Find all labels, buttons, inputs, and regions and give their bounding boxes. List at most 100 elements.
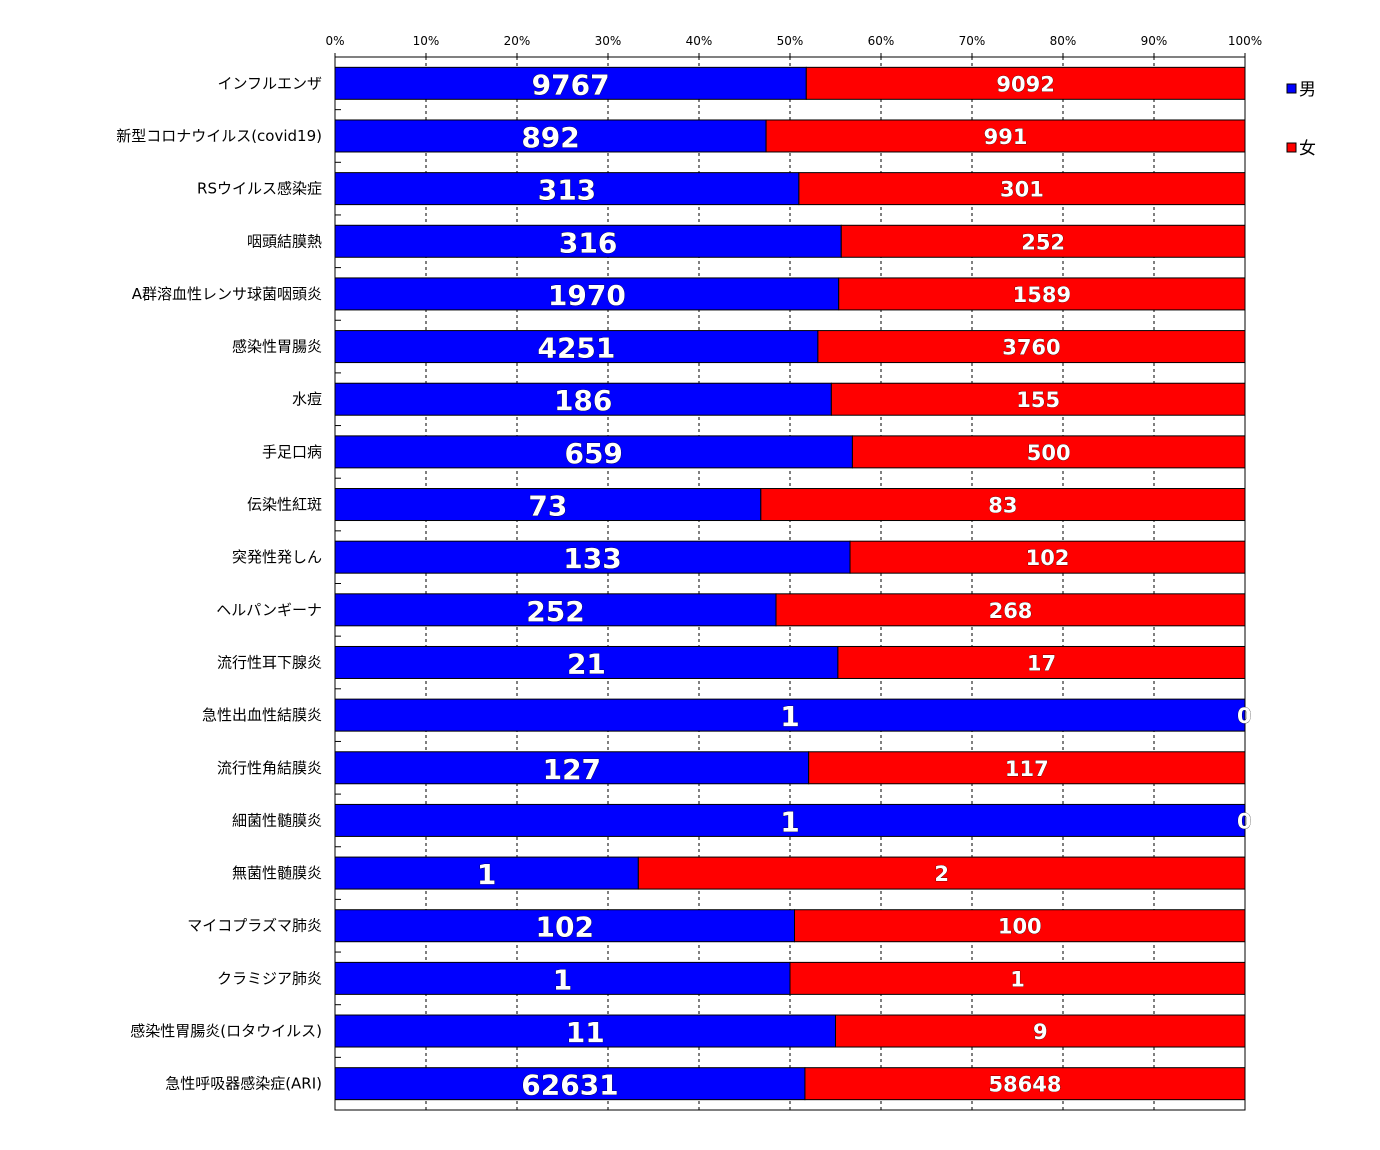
category-label: 急性呼吸器感染症(ARI) [165,1075,322,1093]
bar-female [837,645,1246,679]
data-label-male: 1 [780,805,799,838]
data-label-female: 58648 [988,1073,1061,1097]
data-label-male: 659 [564,437,622,470]
bar-male [334,1067,806,1101]
bar-female [798,172,1246,206]
data-label-male: 186 [554,384,612,417]
bar-male [334,803,1246,837]
bar-male [334,277,840,311]
data-label-male: 892 [521,121,579,154]
bar-female [805,66,1246,100]
bar-male [334,224,842,258]
data-label-female: 1589 [1013,283,1071,307]
data-label-female: 2 [934,862,949,886]
bar-female [851,435,1246,469]
data-label-male: 4251 [537,332,615,365]
bar-female [849,540,1246,574]
category-label: 無菌性髄膜炎 [232,864,322,882]
bar-male [334,961,791,995]
category-label: 咽頭結膜熱 [247,232,322,250]
legend-swatch-female [1286,142,1297,153]
data-label-male: 62631 [521,1069,618,1102]
data-label-female: 3760 [1002,336,1060,360]
category-label: RSウイルス感染症 [197,180,322,198]
bar-male [334,172,800,206]
x-tick-label: 40% [686,34,713,48]
data-label-female: 0 [1237,704,1252,728]
data-label-female: 252 [1021,230,1065,254]
x-tick-label: 70% [959,34,986,48]
data-label-male: 11 [566,1016,605,1049]
data-label-male: 21 [567,647,606,680]
bar-female [637,856,1246,890]
data-label-male: 1 [780,700,799,733]
category-label: 手足口病 [262,443,322,461]
data-label-male: 252 [526,595,584,628]
bar-female [789,961,1246,995]
bar-female [775,593,1246,627]
x-tick-label: 50% [777,34,804,48]
bar-male [334,382,832,416]
data-label-male: 127 [543,753,601,786]
bar-male [334,119,767,153]
bar-female [760,488,1246,522]
bar-male [334,66,807,100]
bar-male [334,540,851,574]
bar-male [334,1014,836,1048]
data-label-female: 83 [988,494,1017,518]
bar-male [334,909,796,943]
data-label-female: 991 [984,125,1028,149]
bar-female [817,330,1246,364]
data-label-female: 102 [1026,546,1070,570]
x-tick-label: 30% [595,34,622,48]
bar-female [838,277,1246,311]
category-label: マイコプラズマ肺炎 [187,917,322,935]
data-label-male: 1 [477,858,496,891]
data-label-female: 17 [1027,651,1056,675]
data-label-female: 500 [1027,441,1071,465]
bar-male [334,698,1246,732]
bar-female [794,909,1246,943]
x-tick-label: 80% [1050,34,1077,48]
legend-label-female: 女 [1299,139,1316,159]
category-label: A群溶血性レンサ球菌咽頭炎 [132,285,322,303]
category-label: ヘルパンギーナ [216,601,322,619]
x-tick-label: 60% [868,34,895,48]
data-label-male: 313 [538,174,596,207]
x-tick-label: 10% [413,34,440,48]
category-label: 感染性胃腸炎(ロタウイルス) [130,1022,322,1040]
x-tick-label: 90% [1141,34,1168,48]
data-label-female: 100 [998,915,1042,939]
x-tick-label: 0% [325,34,344,48]
data-label-male: 102 [536,911,594,944]
category-label: 伝染性紅斑 [247,496,322,514]
legend-label-male: 男 [1299,80,1316,100]
category-label: クラミジア肺炎 [217,969,322,987]
data-label-male: 9767 [532,68,610,101]
data-label-female: 155 [1016,388,1060,412]
data-label-male: 316 [559,226,617,259]
category-label: 急性出血性結膜炎 [202,706,322,724]
data-label-female: 117 [1005,757,1049,781]
bar-female [835,1014,1246,1048]
category-label: 流行性角結膜炎 [217,759,322,777]
bar-female [840,224,1246,258]
data-label-female: 301 [1000,178,1044,202]
bar-male [334,645,839,679]
data-label-male: 1 [553,963,572,996]
bar-male [334,856,639,890]
data-label-male: 133 [563,542,621,575]
data-label-female: 1 [1010,967,1025,991]
category-label: インフルエンザ [217,74,322,92]
data-label-female: 0 [1237,809,1252,833]
category-label: 突発性発しん [232,548,322,566]
category-label: 感染性胃腸炎 [232,338,322,356]
bar-female [804,1067,1246,1101]
category-label: 流行性耳下腺炎 [217,653,322,671]
data-label-female: 9092 [996,72,1054,96]
x-tick-label: 20% [504,34,531,48]
bar-female [808,751,1246,785]
data-label-male: 1970 [548,279,626,312]
